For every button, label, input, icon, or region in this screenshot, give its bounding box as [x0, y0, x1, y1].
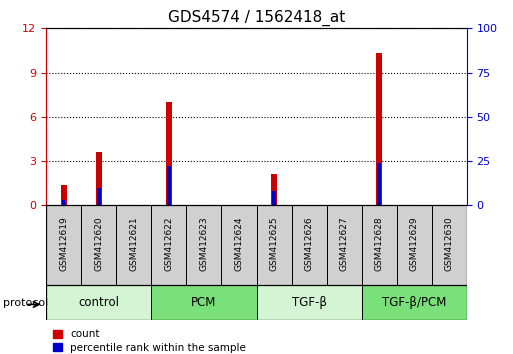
Text: PCM: PCM [191, 296, 216, 309]
Bar [327, 205, 362, 285]
Text: TGF-β/PCM: TGF-β/PCM [382, 296, 446, 309]
Bar [256, 205, 291, 285]
Bar [97, 188, 101, 205]
Text: GSM412621: GSM412621 [129, 216, 139, 271]
Bar [116, 205, 151, 285]
Bar [95, 152, 102, 205]
Bar [151, 285, 256, 320]
Text: control: control [78, 296, 119, 309]
Bar [272, 191, 276, 205]
Bar [61, 185, 67, 205]
Text: GSM412629: GSM412629 [410, 216, 419, 271]
Bar [167, 166, 171, 205]
Bar [222, 205, 256, 285]
Text: GSM412620: GSM412620 [94, 216, 103, 271]
Text: protocol: protocol [3, 298, 48, 308]
Text: GSM412623: GSM412623 [200, 216, 208, 271]
Bar [186, 205, 222, 285]
Text: GSM412622: GSM412622 [164, 216, 173, 271]
Text: GSM412630: GSM412630 [445, 216, 454, 271]
Bar [62, 200, 66, 205]
Text: GSM412625: GSM412625 [269, 216, 279, 271]
Bar [46, 285, 151, 320]
Bar [151, 205, 186, 285]
Bar [291, 205, 327, 285]
Text: GSM412627: GSM412627 [340, 216, 349, 271]
Bar [256, 285, 362, 320]
Title: GDS4574 / 1562418_at: GDS4574 / 1562418_at [168, 9, 345, 25]
Bar [376, 53, 382, 205]
Bar [362, 205, 397, 285]
Text: TGF-β: TGF-β [291, 296, 327, 309]
Bar [397, 205, 432, 285]
Bar [81, 205, 116, 285]
Legend: count, percentile rank within the sample: count, percentile rank within the sample [51, 327, 248, 354]
Bar [378, 163, 381, 205]
Bar [271, 175, 277, 205]
Text: GSM412626: GSM412626 [305, 216, 313, 271]
Bar [432, 205, 467, 285]
Text: GSM412619: GSM412619 [59, 216, 68, 271]
Text: GSM412624: GSM412624 [234, 216, 244, 271]
Text: GSM412628: GSM412628 [374, 216, 384, 271]
Bar [362, 285, 467, 320]
Bar [46, 205, 81, 285]
Bar [166, 102, 172, 205]
